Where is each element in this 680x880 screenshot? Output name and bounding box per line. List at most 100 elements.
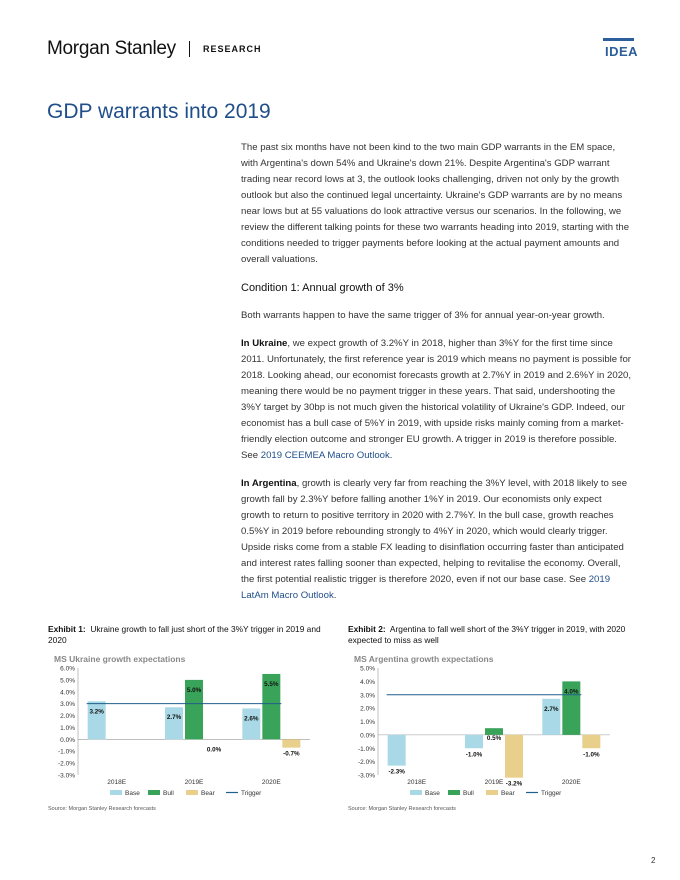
exhibit-1-label: Exhibit 1: [48, 624, 86, 634]
bar-bear [505, 734, 523, 778]
article-body: The past six months have not been kind t… [241, 140, 633, 616]
x-tick-label: 2019E [185, 779, 204, 786]
exhibit-2-source: Source: Morgan Stanley Research forecast… [348, 806, 456, 812]
legend-label: Trigger [241, 790, 262, 797]
y-tick-label: 2.0% [60, 713, 75, 720]
bar-base [242, 708, 261, 740]
exhibit-1-source: Source: Morgan Stanley Research forecast… [48, 806, 156, 812]
bar-base [165, 707, 183, 740]
legend-label: Base [425, 790, 440, 797]
ceemea-outlook-link[interactable]: 2019 CEEMEA Macro Outlook [260, 450, 390, 461]
x-tick-label: 2019E [485, 779, 504, 786]
legend-swatch [186, 790, 198, 795]
bar-base [387, 734, 406, 766]
y-tick-label: -3.0% [58, 773, 75, 780]
y-tick-label: 3.0% [60, 701, 75, 708]
legend-swatch [410, 790, 422, 795]
legend-swatch [110, 790, 122, 795]
exhibit-2-text: Argentina to fall well short of the 3%Y … [348, 624, 626, 645]
bar-base [87, 701, 106, 740]
idea-label: IDEA [605, 44, 639, 59]
exhibit-2-label: Exhibit 2: [348, 624, 386, 634]
bar-base [542, 698, 561, 735]
legend-label: Trigger [541, 790, 562, 797]
data-label: -1.0% [583, 751, 600, 758]
ukraine-lead: In Ukraine [241, 338, 288, 349]
morgan-stanley-logo: Morgan Stanley [47, 38, 176, 59]
research-label: RESEARCH [203, 44, 262, 54]
legend-label: Base [125, 790, 140, 797]
data-label: 0.5% [487, 735, 502, 742]
argentina-end: . [333, 590, 337, 601]
ukraine-chart-svg: 6.0% 5.0% 4.0% 3.0% 2.0% 1.0% 0.0% -1.0% -2.0% -3… [58, 666, 310, 797]
condition-paragraph: Both warrants happen to have the same tr… [241, 310, 605, 321]
legend-swatch [486, 790, 498, 795]
exhibit-1-caption: Exhibit 1: Ukraine growth to fall just s… [48, 624, 333, 646]
latam-outlook-link[interactable]: 2019 LatAm Macro Outlook [241, 574, 611, 601]
y-tick-label: 2.0% [360, 706, 375, 713]
y-tick-label: 1.0% [360, 719, 375, 726]
bar-bear [282, 739, 301, 748]
chart-title: MS Argentina growth expectations [354, 654, 494, 664]
logo-divider [189, 41, 190, 57]
y-tick-label: 5.0% [360, 666, 375, 673]
data-label: 0.0% [207, 746, 222, 753]
legend-label: Bear [501, 790, 516, 797]
ukraine-paragraph: In Ukraine, we expect growth of 3.2%Y in… [241, 336, 633, 464]
bar-bull [485, 728, 503, 735]
data-label: 2.7% [544, 706, 559, 713]
y-tick-label: 4.0% [60, 689, 75, 696]
y-tick-label: -1.0% [58, 749, 75, 756]
x-tick-label: 2018E [407, 779, 426, 786]
argentina-text: , growth is clearly very far from reachi… [241, 478, 628, 585]
data-label: -1.0% [466, 751, 483, 758]
legend-label: Bull [163, 790, 174, 797]
x-tick-label: 2020E [262, 779, 281, 786]
idea-accent-bar [603, 38, 634, 41]
data-label: 5.5% [264, 681, 279, 688]
y-tick-label: 0.0% [360, 732, 375, 739]
data-label: 4.0% [564, 688, 579, 695]
intro-paragraph: The past six months have not been kind t… [241, 142, 630, 265]
data-label: -3.2% [506, 781, 523, 788]
argentina-chart-svg: 5.0% 4.0% 3.0% 2.0% 1.0% 0.0% -1.0% -2.0% -3.0% -… [358, 666, 610, 797]
y-tick-label: 3.0% [360, 692, 375, 699]
y-tick-label: -3.0% [358, 773, 375, 780]
y-tick-label: -2.0% [58, 761, 75, 768]
bar-bull [262, 673, 281, 740]
chart-title: MS Ukraine growth expectations [54, 654, 186, 664]
legend-label: Bull [463, 790, 474, 797]
legend-swatch [148, 790, 160, 795]
y-tick-label: 1.0% [60, 725, 75, 732]
x-tick-label: 2018E [107, 779, 126, 786]
y-tick-label: 5.0% [60, 677, 75, 684]
exhibit-1-text: Ukraine growth to fall just short of the… [48, 624, 321, 645]
y-tick-label: 0.0% [60, 737, 75, 744]
ukraine-chart: MS Ukraine growth expectations 6.0% 5.0% 4… [48, 652, 338, 807]
bar-base [465, 734, 483, 749]
data-label: 2.6% [244, 715, 259, 722]
page-title: GDP warrants into 2019 [47, 100, 271, 123]
bar-bull [185, 679, 203, 740]
data-label: 5.0% [187, 687, 202, 694]
y-tick-label: -1.0% [358, 746, 375, 753]
page-number: 2 [651, 856, 656, 865]
exhibit-2-caption: Exhibit 2: Argentina to fall well short … [348, 624, 633, 646]
y-tick-label: 4.0% [360, 679, 375, 686]
data-label: 3.2% [89, 708, 104, 715]
legend-swatch [448, 790, 460, 795]
data-label: 2.7% [167, 714, 182, 721]
data-label: -0.7% [283, 751, 300, 758]
ukraine-end: . [389, 450, 393, 461]
ukraine-text: , we expect growth of 3.2%Y in 2018, hig… [241, 338, 632, 461]
argentina-paragraph: In Argentina, growth is clearly very far… [241, 476, 633, 604]
argentina-lead: In Argentina [241, 478, 297, 489]
y-tick-label: -2.0% [358, 759, 375, 766]
argentina-chart: MS Argentina growth expectations 5.0% 4.0… [348, 652, 638, 807]
bar-bear [582, 734, 601, 749]
condition-heading: Condition 1: Annual growth of 3% [241, 282, 404, 294]
legend-label: Bear [201, 790, 216, 797]
y-tick-label: 6.0% [60, 666, 75, 673]
x-tick-label: 2020E [562, 779, 581, 786]
data-label: -2.3% [388, 769, 405, 776]
